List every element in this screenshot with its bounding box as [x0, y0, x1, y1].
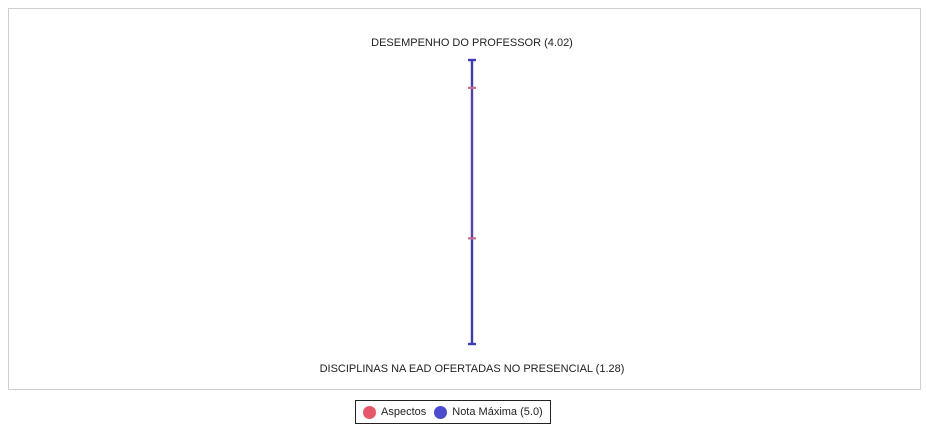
axis-label-disciplinas-ead: DISCIPLINAS NA EAD OFERTADAS NO PRESENCI…: [320, 363, 625, 375]
axis-label-desempenho-professor: DESEMPENHO DO PROFESSOR (4.02): [371, 37, 573, 49]
legend-label-nota-maxima: Nota Máxima (5.0): [452, 406, 543, 418]
chart-legend: Aspectos Nota Máxima (5.0): [355, 400, 551, 424]
legend-label-aspectos: Aspectos: [381, 406, 427, 418]
radar-chart: DESEMPENHO DO PROFESSOR (4.02) DISCIPLIN…: [320, 37, 625, 375]
chart-frame: DESEMPENHO DO PROFESSOR (4.02) DISCIPLIN…: [8, 8, 921, 390]
legend-item-aspectos[interactable]: Aspectos: [363, 405, 427, 419]
legend-item-nota-maxima[interactable]: Nota Máxima (5.0): [434, 405, 543, 419]
legend-swatch-nota-maxima: [434, 405, 448, 419]
chart-marks: [468, 58, 476, 346]
legend-swatch-aspectos: [363, 405, 376, 419]
